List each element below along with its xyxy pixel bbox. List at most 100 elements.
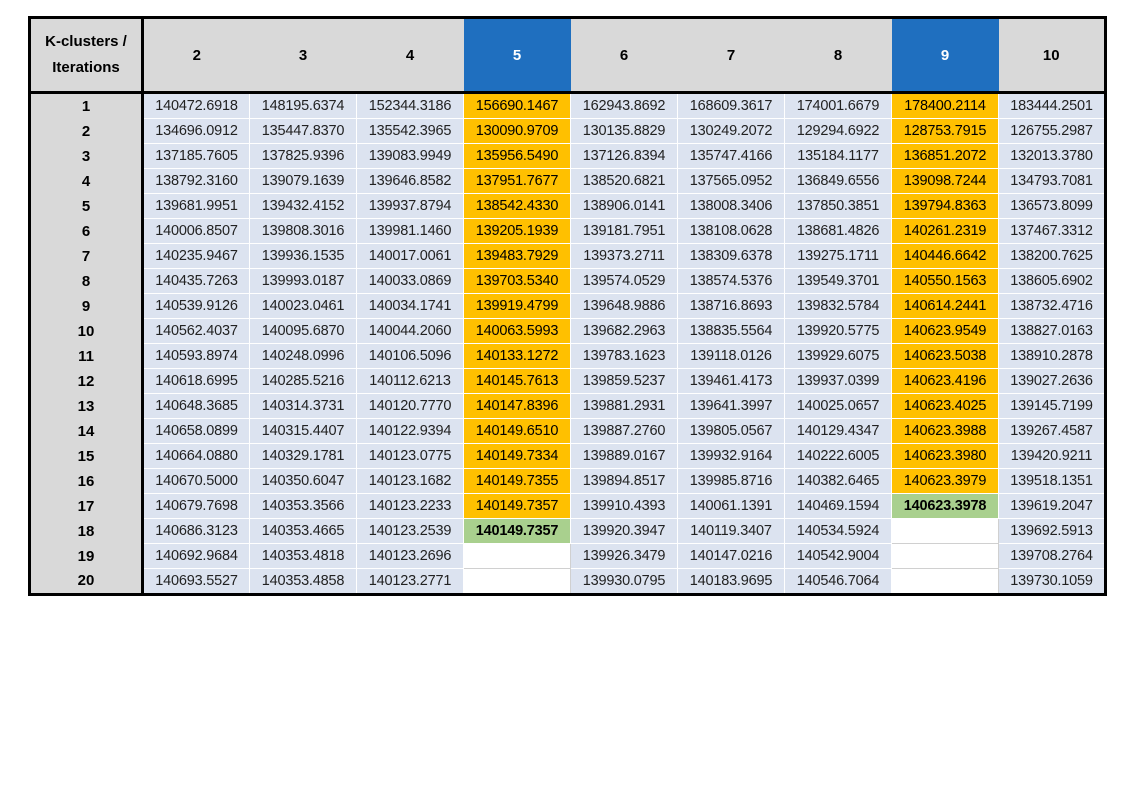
table-cell: 178400.2114: [892, 93, 999, 119]
table-cell: 129294.6922: [785, 119, 892, 144]
table-cell: 140446.6642: [892, 244, 999, 269]
table-cell: 138681.4826: [785, 219, 892, 244]
table-cell: 139805.0567: [678, 419, 785, 444]
table-cell: 135747.4166: [678, 144, 785, 169]
table-cell: 183444.2501: [999, 93, 1106, 119]
table-cell: [464, 569, 571, 595]
table-row: 4 138792.3160 139079.1639 139646.8582 137951…: [30, 169, 1106, 194]
table-row: 11 140593.8974 140248.0996 140106.5096 14013…: [30, 344, 1106, 369]
table-cell: 139275.1711: [785, 244, 892, 269]
table-cell: 139432.4152: [250, 194, 357, 219]
table-cell: 140562.4037: [143, 319, 250, 344]
table-cell: 139808.3016: [250, 219, 357, 244]
table-row: 9 140539.9126 140023.0461 140034.1741 139919…: [30, 294, 1106, 319]
table-cell: 139889.0167: [571, 444, 678, 469]
table-cell: [892, 544, 999, 569]
column-header-k7: 7: [678, 18, 785, 93]
table-row: 5 139681.9951 139432.4152 139937.8794 138542…: [30, 194, 1106, 219]
table-cell: 140623.3978: [892, 494, 999, 519]
table-cell: 140122.9394: [357, 419, 464, 444]
row-header-iteration: 4: [30, 169, 143, 194]
table-row: 20 140693.5527 140353.4858 140123.2771 13993…: [30, 569, 1106, 595]
column-header-k10: 10: [999, 18, 1106, 93]
table-cell: 140006.8507: [143, 219, 250, 244]
table-cell: 140353.4818: [250, 544, 357, 569]
table-cell: 140023.0461: [250, 294, 357, 319]
table-cell: 140123.2696: [357, 544, 464, 569]
table-cell: 140123.2233: [357, 494, 464, 519]
table-cell: 139929.6075: [785, 344, 892, 369]
table-cell: 139981.1460: [357, 219, 464, 244]
table-cell: 139027.2636: [999, 369, 1106, 394]
row-header-iteration: 7: [30, 244, 143, 269]
table-cell: 139730.1059: [999, 569, 1106, 595]
table-cell: 138574.5376: [678, 269, 785, 294]
table-cell: 139145.7199: [999, 394, 1106, 419]
kmeans-iterations-table: K-clusters / Iterations 2 3 4 5 6 7 8 9 10 1 1404…: [28, 16, 1107, 596]
table-cell: 137126.8394: [571, 144, 678, 169]
table-row: 18 140686.3123 140353.4665 140123.2539 14014…: [30, 519, 1106, 544]
table-cell: 140119.3407: [678, 519, 785, 544]
table-cell: 135956.5490: [464, 144, 571, 169]
results-table-container: K-clusters / Iterations 2 3 4 5 6 7 8 9 10 1 1404…: [28, 16, 1107, 596]
table-cell: 140546.7064: [785, 569, 892, 595]
column-header-k8: 8: [785, 18, 892, 93]
table-row: 19 140692.9684 140353.4818 140123.2696 13992…: [30, 544, 1106, 569]
table-cell: 140614.2441: [892, 294, 999, 319]
table-cell: 128753.7915: [892, 119, 999, 144]
table-cell: 140593.8974: [143, 344, 250, 369]
table-cell: 130135.8829: [571, 119, 678, 144]
table-cell: 138520.6821: [571, 169, 678, 194]
table-row: 14 140658.0899 140315.4407 140122.9394 14014…: [30, 419, 1106, 444]
table-cell: 139881.2931: [571, 394, 678, 419]
table-cell: 140686.3123: [143, 519, 250, 544]
table-cell: 139682.2963: [571, 319, 678, 344]
table-cell: 140147.0216: [678, 544, 785, 569]
table-cell: 140648.3685: [143, 394, 250, 419]
table-cell: 140145.7613: [464, 369, 571, 394]
table-cell: 139648.9886: [571, 294, 678, 319]
table-cell: 140149.7357: [464, 519, 571, 544]
table-cell: 140123.0775: [357, 444, 464, 469]
table-row: 13 140648.3685 140314.3731 140120.7770 14014…: [30, 394, 1106, 419]
column-header-k6: 6: [571, 18, 678, 93]
table-cell: 162943.8692: [571, 93, 678, 119]
table-cell: 139985.8716: [678, 469, 785, 494]
table-cell: 139205.1939: [464, 219, 571, 244]
row-header-iteration: 17: [30, 494, 143, 519]
table-cell: 140353.3566: [250, 494, 357, 519]
table-cell: 134696.0912: [143, 119, 250, 144]
table-cell: 140261.2319: [892, 219, 999, 244]
table-cell: 140123.1682: [357, 469, 464, 494]
table-cell: 139930.0795: [571, 569, 678, 595]
table-cell: 140248.0996: [250, 344, 357, 369]
table-cell: 140534.5924: [785, 519, 892, 544]
table-cell: 139098.7244: [892, 169, 999, 194]
table-cell: 140044.2060: [357, 319, 464, 344]
table-cell: 139461.4173: [678, 369, 785, 394]
table-cell: 140315.4407: [250, 419, 357, 444]
table-cell: 138906.0141: [571, 194, 678, 219]
table-cell: 137467.3312: [999, 219, 1106, 244]
table-cell: 140149.7334: [464, 444, 571, 469]
table-cell: 140149.7357: [464, 494, 571, 519]
corner-label-line2: Iterations: [31, 55, 141, 81]
table-cell: 130090.9709: [464, 119, 571, 144]
table-cell: 132013.3780: [999, 144, 1106, 169]
table-cell: 138108.0628: [678, 219, 785, 244]
table-cell: 140235.9467: [143, 244, 250, 269]
table-cell: 139646.8582: [357, 169, 464, 194]
table-cell: 139794.8363: [892, 194, 999, 219]
column-header-k2: 2: [143, 18, 250, 93]
table-cell: 140329.1781: [250, 444, 357, 469]
row-header-iteration: 13: [30, 394, 143, 419]
table-cell: 140670.5000: [143, 469, 250, 494]
table-cell: 139859.5237: [571, 369, 678, 394]
table-row: 2 134696.0912 135447.8370 135542.3965 130090…: [30, 119, 1106, 144]
table-cell: 140550.1563: [892, 269, 999, 294]
table-cell: 139937.0399: [785, 369, 892, 394]
table-row: 15 140664.0880 140329.1781 140123.0775 14014…: [30, 444, 1106, 469]
table-cell: 139574.0529: [571, 269, 678, 294]
row-header-iteration: 5: [30, 194, 143, 219]
table-cell: 140623.9549: [892, 319, 999, 344]
